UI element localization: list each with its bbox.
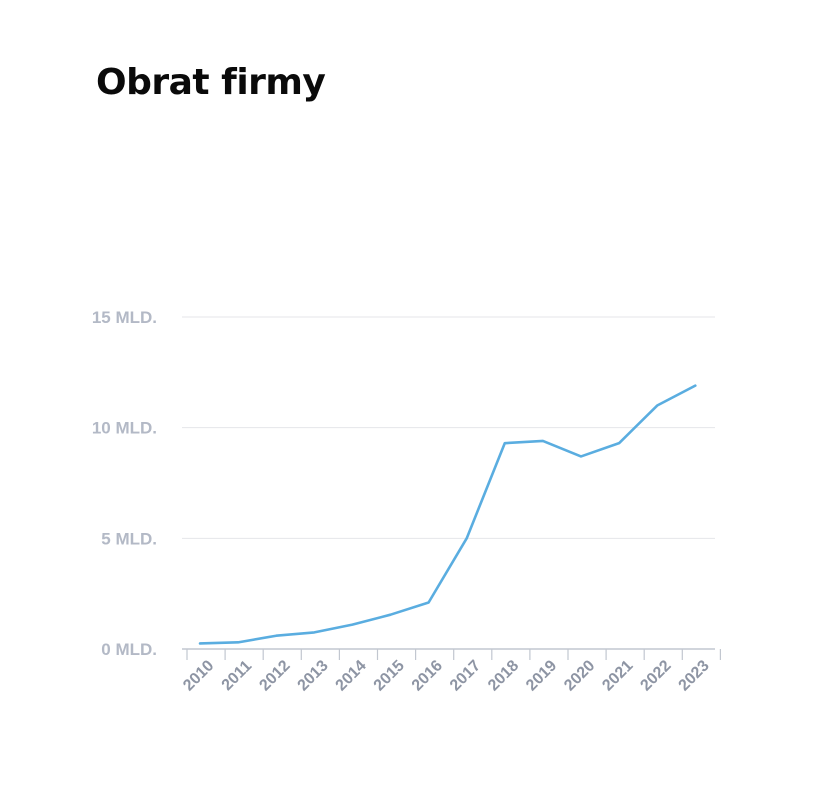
x-tick-label: 2022 xyxy=(637,657,674,694)
x-tick-label: 2014 xyxy=(333,657,370,694)
x-tick-label: 2016 xyxy=(409,657,446,694)
x-tick-label: 2020 xyxy=(561,657,598,694)
x-tick-label: 2018 xyxy=(485,657,522,694)
x-tick-label: 2010 xyxy=(180,657,217,694)
x-tick-label: 2015 xyxy=(371,657,408,694)
x-tick-label: 2023 xyxy=(676,657,713,694)
y-tick-label: 15 MLD. xyxy=(92,308,157,327)
x-tick-label: 2013 xyxy=(295,657,332,694)
y-tick-label: 0 MLD. xyxy=(101,640,157,659)
y-tick-label: 10 MLD. xyxy=(92,419,157,438)
y-tick-label: 5 MLD. xyxy=(101,529,157,548)
chart-title: Obrat firmy xyxy=(96,62,326,103)
x-tick-label: 2012 xyxy=(256,657,293,694)
x-tick-label: 2011 xyxy=(219,657,256,694)
series-line xyxy=(198,384,697,645)
x-tick-label: 2019 xyxy=(523,657,560,694)
x-tick-label: 2021 xyxy=(599,657,636,694)
x-tick-label: 2017 xyxy=(447,657,484,694)
